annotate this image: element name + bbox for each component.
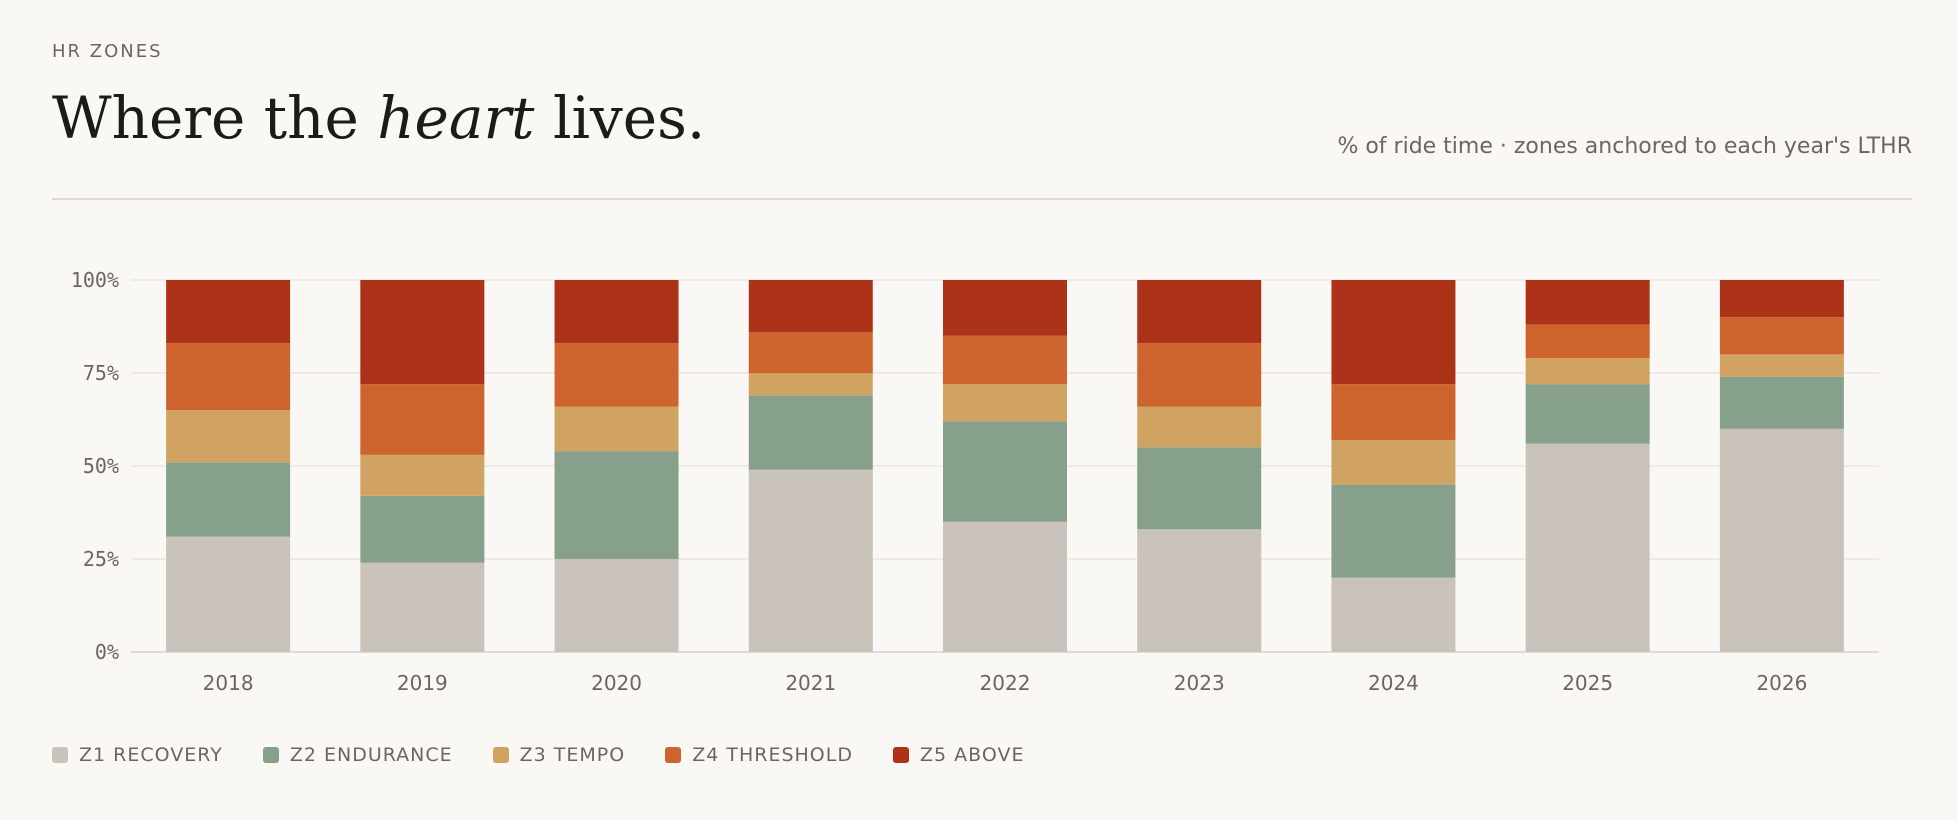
chart: HR ZONES Where the heart lives. % of rid… <box>52 41 1912 695</box>
title-before: Where the <box>52 84 359 152</box>
bar-segment <box>943 335 1067 385</box>
bar-segment <box>943 280 1067 336</box>
bar-segment <box>554 343 679 407</box>
bar-segment <box>748 332 873 373</box>
y-tick-label: 25% <box>83 547 119 571</box>
bar-segment <box>1719 280 1844 318</box>
x-tick-label: 2025 <box>1562 671 1613 695</box>
x-tick-label: 2020 <box>591 671 642 695</box>
legend-item: Z5 ABOVE <box>892 744 1025 766</box>
bar-segment <box>554 406 679 452</box>
legend-item: Z3 TEMPO <box>492 744 626 766</box>
y-tick-label: 75% <box>83 361 119 385</box>
legend-item: Z1 RECOVERY <box>52 744 223 766</box>
bar-segment <box>360 280 485 385</box>
bar-segment <box>1137 447 1262 530</box>
x-tick-label: 2019 <box>397 671 448 695</box>
bar-segment <box>166 536 291 652</box>
bar-segment <box>1525 324 1650 359</box>
x-tick-label: 2024 <box>1368 671 1419 695</box>
eyebrow: HR ZONES <box>52 41 163 62</box>
bar-segment <box>748 395 873 470</box>
title-emphasis: heart <box>377 84 535 152</box>
bar-segment <box>1137 406 1262 448</box>
bar-segment <box>1525 358 1650 385</box>
legend-swatch <box>262 747 279 763</box>
bar-segment <box>360 454 485 496</box>
bar-segment <box>554 451 679 559</box>
legend-label: Z3 TEMPO <box>519 744 626 766</box>
bar-segment <box>1331 280 1456 385</box>
bar-segment <box>1525 443 1650 652</box>
x-tick-label: 2018 <box>203 671 254 695</box>
x-tick-label: 2023 <box>1174 671 1225 695</box>
y-tick-label: 50% <box>83 454 119 478</box>
bar-segment <box>360 384 485 455</box>
subtitle: % of ride time · zones anchored to each … <box>1337 134 1912 159</box>
bar-segment <box>943 421 1067 522</box>
bar-segment <box>1137 343 1262 407</box>
bar-segment <box>360 495 485 563</box>
legend-label: Z1 RECOVERY <box>79 744 223 766</box>
legend-label: Z4 THRESHOLD <box>692 744 853 766</box>
bar-segment <box>1331 439 1456 485</box>
bar-segment <box>1525 384 1650 444</box>
bar-segment <box>1331 484 1456 578</box>
bar-segment <box>1331 577 1456 652</box>
bar-segment <box>1719 317 1844 355</box>
bar-segment <box>1137 280 1262 344</box>
bar-segment <box>360 562 485 652</box>
bar-segment <box>166 410 291 463</box>
bar-segment <box>1719 376 1844 429</box>
bar-segment <box>166 462 291 537</box>
legend-item: Z2 ENDURANCE <box>262 744 453 766</box>
bar-segment <box>748 469 873 652</box>
bar-segment <box>1331 384 1456 440</box>
legend-swatch <box>52 747 68 763</box>
title-after: lives. <box>553 84 705 152</box>
bar-segment <box>554 280 679 344</box>
legend-item: Z4 THRESHOLD <box>665 744 853 766</box>
x-tick-label: 2021 <box>785 671 836 695</box>
bar-segment <box>1719 428 1844 652</box>
x-tick-label: 2026 <box>1756 671 1807 695</box>
legend-label: Z5 ABOVE <box>919 744 1025 766</box>
bar-segment <box>943 384 1067 422</box>
legend-swatch <box>492 747 509 763</box>
x-tick-label: 2022 <box>980 671 1031 695</box>
bar-segment <box>166 280 291 344</box>
bar-segment <box>1525 280 1650 325</box>
bar-segment <box>1719 354 1844 377</box>
y-tick-label: 100% <box>71 268 119 292</box>
bar-segment <box>748 280 873 333</box>
title: Where the heart lives. <box>52 84 705 152</box>
legend: Z1 RECOVERY Z2 ENDURANCE Z3 TEMPO Z4 THRESH… <box>52 744 1024 766</box>
legend-swatch <box>892 747 909 763</box>
legend-swatch <box>665 747 682 763</box>
legend-label: Z2 ENDURANCE <box>289 744 453 766</box>
bar-segment <box>748 373 873 396</box>
y-tick-label: 0% <box>95 640 119 664</box>
bar-segment <box>166 343 291 411</box>
bar-segment <box>943 521 1067 652</box>
bar-segment <box>1137 529 1262 652</box>
bar-segment <box>554 559 679 652</box>
